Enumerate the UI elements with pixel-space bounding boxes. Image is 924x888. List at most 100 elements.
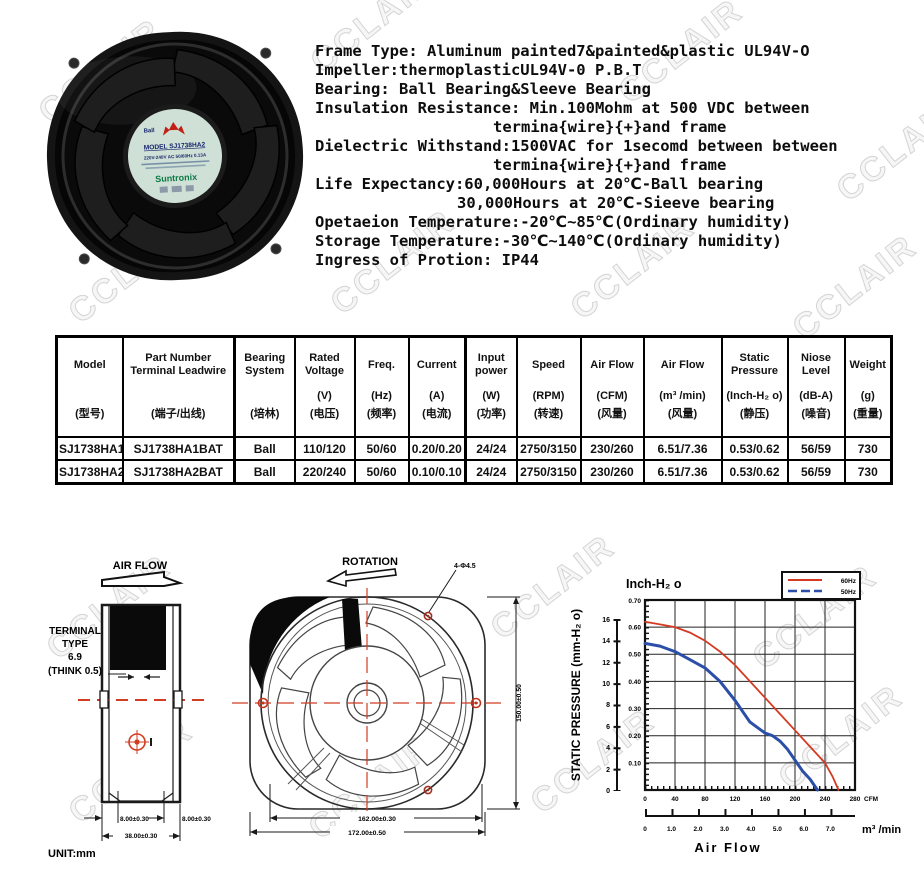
x-tick-m3: 1.0 (667, 826, 676, 833)
y-tick-mm: 6 (606, 724, 610, 731)
x-tick-cfm: 0 (643, 796, 647, 803)
spec-text-block: Frame Type: Aluminum painted7&painted&pl… (315, 42, 915, 270)
y-tick-mm: 10 (602, 681, 610, 688)
label-model-text: MODEL SJ1738HA2 (144, 141, 206, 151)
airflow-arrow-icon (101, 570, 184, 587)
col-speed: Speed (RPM) (转速) (515, 335, 582, 438)
col-freq: Freq. (Hz) (频率) (353, 335, 410, 438)
spec-line: termina{wire}{+}and frame (493, 156, 727, 174)
dimension-label: 162.00±0.30 (358, 816, 396, 823)
x-tick-cfm: 40 (671, 796, 679, 803)
x-tick-cfm: 200 (790, 796, 801, 803)
mounting-holes (257, 611, 482, 795)
mount-holes-label: 4-Φ4.5 (454, 563, 476, 570)
legend-60hz: 60Hz (841, 578, 857, 585)
col-bearing: Bearing System (培林) (233, 335, 296, 438)
y-tick-mm: 8 (606, 702, 610, 709)
spec-line: Life Expectancy:60,000Hours at 20℃-Ball … (315, 175, 764, 193)
x-tick-cfm: 280 (850, 796, 861, 803)
impeller-blades (246, 598, 484, 828)
terminal-type-label: TYPE (62, 639, 88, 650)
spec-line: Impeller:thermoplasticUL94V-0 P.B.T (315, 61, 642, 79)
table-row: SJ1738HA2 SJ1738HA2BAT Ball 220/240 50/60 0.… (55, 459, 893, 485)
y-axis-label: STATIC PRESSURE (mm-H₂ o) (569, 609, 583, 781)
fan-blades (45, 37, 305, 290)
terminal-type-label: 6.9 (68, 652, 82, 663)
spec-line: Insulation Resistance: Min.100Mohm at 50… (315, 99, 810, 117)
airflow-direction-label: AIR FLOW (113, 560, 168, 572)
spec-line: Opetaeion Temperature:-20℃~85℃(Ordinary … (315, 213, 792, 231)
dimension-label: 172.00±0.50 (348, 830, 386, 837)
chart-legend: 60Hz 50Hz (781, 571, 861, 600)
curve-60hz (644, 620, 840, 791)
side-view-drawing: AIR FLOW TERMINAL TYPE 6.9 (THINK 0.5) 8… (48, 560, 211, 860)
y-tick-inch: 0.20 (628, 733, 641, 740)
col-model: Model (型号) (55, 335, 124, 438)
spec-line: Frame Type: Aluminum painted7&painted&pl… (315, 42, 810, 60)
fan-hub-label (128, 109, 222, 203)
terminal-type-label: TERMINAL (49, 626, 101, 637)
center-mark-icon (125, 730, 152, 754)
rotation-arrow-icon (325, 568, 397, 588)
col-power: Input power (W) (功率) (464, 335, 518, 438)
performance-chart: STATIC PRESSURE (mm-H₂ o) 16 14 12 10 8 … (569, 571, 901, 855)
label-brand-text: Suntronix (155, 172, 197, 184)
terminal-type-label: (THINK 0.5) (48, 666, 102, 677)
dimension-label: 8.00±0.30 (120, 816, 149, 823)
brand-logo-icon (162, 122, 185, 136)
y-tick-mm: 12 (602, 660, 610, 667)
curve-50hz (643, 641, 819, 792)
fan-product-photo: Ball MODEL SJ1738HA2 220V-240V AC 50/60H… (45, 31, 305, 290)
x-tick-cfm: 120 (730, 796, 741, 803)
spec-line: Bearing: Ball Bearing&Sleeve Bearing (315, 80, 651, 98)
y-tick-inch: 0.10 (628, 760, 641, 767)
spec-line: 30,000Hours at 20℃-Sieeve bearing (457, 194, 775, 212)
y-tick-inch: 0.60 (628, 625, 641, 632)
y-tick-mm: 14 (602, 638, 610, 645)
table-header-row: Model (型号) Part Number Terminal Leadwire(… (55, 335, 893, 438)
x-tick-m3: 3.0 (720, 826, 729, 833)
y-tick-inch: 0.40 (628, 679, 641, 686)
unit-note: UNIT:mm (48, 848, 96, 860)
rotation-direction-label: ROTATION (342, 556, 398, 568)
col-voltage: Rated Voltage (V) (电压) (293, 335, 356, 438)
x-tick-m3: 0 (643, 826, 647, 833)
y-tick-mm: 2 (606, 767, 610, 774)
spec-line: Storage Temperature:-30℃~140℃(Ordinary h… (315, 232, 782, 250)
dimension-label: 150.00±0.50 (516, 684, 523, 722)
col-static-pressure: Static Pressure (Inch-H₂ o) (静压) (720, 335, 789, 438)
y-tick-mm: 16 (602, 617, 610, 624)
col-airflow-cfm: Air Flow (CFM) (风量) (579, 335, 645, 438)
y-tick-mm: 0 (606, 788, 610, 795)
chart-title: Inch-H₂ o (626, 577, 682, 591)
spec-line: termina{wire}{+}and frame (493, 118, 727, 136)
y-tick-inch: 0.50 (628, 652, 641, 659)
x-unit-m3min: m³ /min (862, 824, 901, 836)
dimension-label: 38.00±0.30 (125, 833, 158, 840)
col-current: Current (A) (电流) (407, 335, 467, 438)
y-tick-inch: 0.70 (628, 598, 641, 605)
spec-table: Model (型号) Part Number Terminal Leadwire(… (55, 335, 893, 485)
spec-line: Ingress of Protion: IP44 (315, 251, 539, 269)
y-tick-mm: 4 (606, 745, 610, 752)
x-tick-m3: 2.0 (693, 826, 702, 833)
x-tick-m3: 5.0 (773, 826, 782, 833)
legend-50hz: 50Hz (841, 589, 857, 596)
col-part-number: Part Number Terminal Leadwire (端子/出线) (121, 335, 236, 438)
y-tick-inch: 0.30 (628, 706, 641, 713)
x-tick-m3: 6.0 (799, 826, 808, 833)
front-view-drawing: ROTATION 4-Φ4.5 162.00±0.30 172.00±0.50 … (232, 556, 523, 837)
x-axis-label: Air Flow (694, 840, 761, 855)
x-tick-cfm: 240 (820, 796, 831, 803)
x-tick-cfm: 160 (760, 796, 771, 803)
label-rating-text: 220V-240V AC 50/60Hz 0.13A (144, 152, 207, 160)
table-row: SJ1738HA1 SJ1738HA1BAT Ball 110/120 50/60 0.… (55, 436, 893, 461)
x-tick-m3: 4.0 (746, 826, 755, 833)
x-unit-cfm: CFM (864, 796, 878, 803)
spec-line: Dielectric Withstand:1500VAC for 1secomd… (315, 137, 838, 155)
col-airflow-m3: Air Flow (m³ /min) (风量) (642, 335, 723, 438)
label-bearing-text: Ball (144, 128, 156, 135)
dimension-label: 8.00±0.30 (182, 816, 211, 823)
col-noise: Niose Level (dB-A) (噪音) (786, 335, 846, 438)
